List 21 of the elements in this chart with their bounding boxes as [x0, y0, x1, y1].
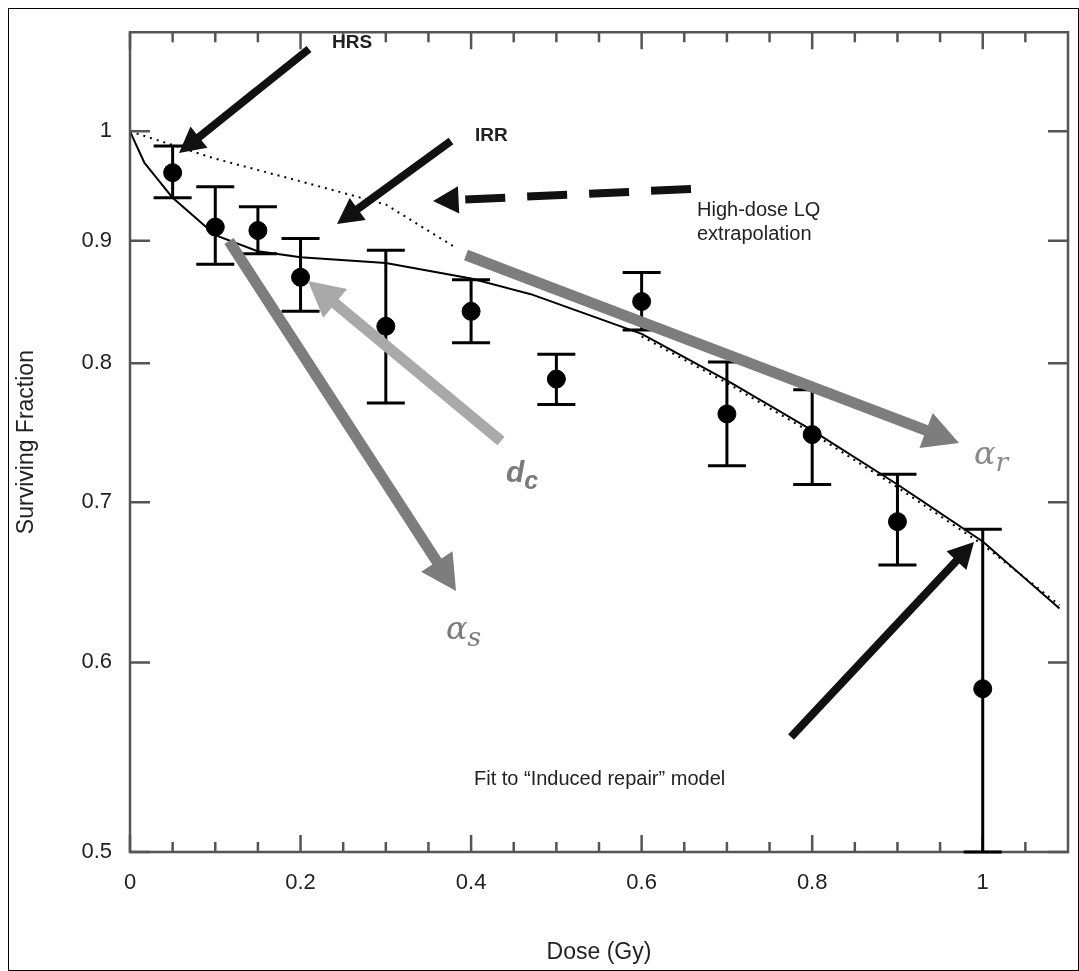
- annotation: HRS: [332, 31, 373, 54]
- y-tick-label: 1: [99, 117, 112, 143]
- annotation: α$_{s}$: [446, 609, 482, 654]
- y-tick-label: 0.5: [81, 838, 112, 864]
- annotation: High-dose LQ extrapolation: [697, 197, 822, 245]
- y-axis-title: Surviving Fraction: [12, 350, 39, 535]
- y-tick-label: 0.9: [81, 226, 112, 252]
- y-tick-label: 0.7: [81, 488, 112, 514]
- x-tick-label: 0.2: [285, 869, 316, 895]
- x-axis-title: Dose (Gy): [546, 937, 652, 964]
- annotation: Fit to “Induced repair” model: [474, 766, 726, 790]
- x-tick-label: 0: [123, 869, 137, 895]
- annotation: IRR: [475, 124, 508, 147]
- x-tick-label: 0.8: [796, 869, 828, 895]
- annotation: α$_{r}$: [974, 434, 1009, 479]
- x-tick-label: 1: [976, 869, 989, 895]
- y-tick-label: 0.8: [81, 349, 112, 375]
- x-tick-label: 0.4: [455, 869, 487, 895]
- y-tick-label: 0.6: [81, 648, 112, 674]
- x-tick-label: 0.6: [626, 869, 657, 895]
- annotation: d$_{c}$: [506, 454, 539, 495]
